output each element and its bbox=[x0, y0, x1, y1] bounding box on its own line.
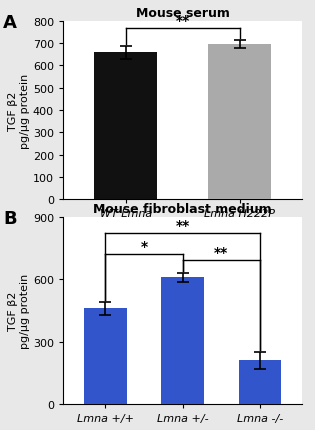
Text: B: B bbox=[3, 210, 17, 227]
Bar bbox=[84, 309, 127, 404]
Bar bbox=[239, 360, 281, 404]
Y-axis label: TGF β2
pg/μg protein: TGF β2 pg/μg protein bbox=[9, 273, 30, 348]
Bar bbox=[94, 53, 157, 200]
Y-axis label: TGF β2
pg/μg protein: TGF β2 pg/μg protein bbox=[9, 73, 30, 148]
Text: **: ** bbox=[214, 246, 228, 260]
Text: *: * bbox=[140, 240, 148, 254]
Bar bbox=[162, 278, 204, 404]
Text: **: ** bbox=[175, 219, 190, 233]
Text: A: A bbox=[3, 14, 17, 32]
Title: Mouse fibroblast medium: Mouse fibroblast medium bbox=[93, 203, 272, 216]
Title: Mouse serum: Mouse serum bbox=[136, 7, 230, 20]
Text: **: ** bbox=[175, 15, 190, 28]
Bar bbox=[208, 45, 271, 200]
